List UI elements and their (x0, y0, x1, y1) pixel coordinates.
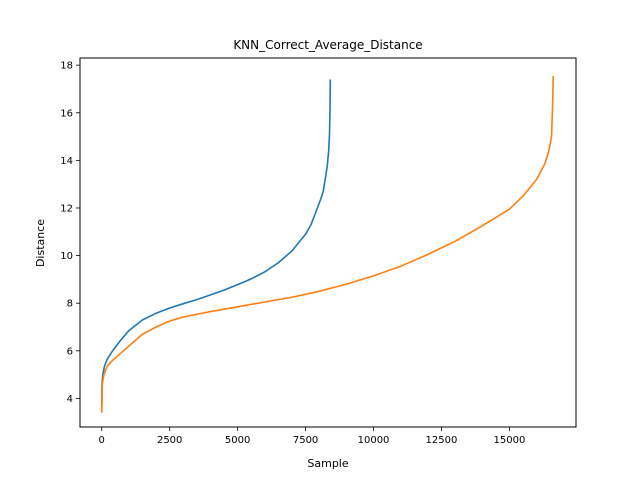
series-line-2 (100, 75, 554, 413)
x-axis: 0 2500 5000 7500 10000 12500 15000 (99, 427, 526, 446)
x-tick-label: 10000 (358, 435, 390, 446)
x-tick-label: 7500 (293, 435, 318, 446)
y-tick-label: 14 (60, 156, 73, 167)
y-axis: 4 6 8 10 12 14 16 18 (60, 61, 80, 405)
y-tick-label: 12 (60, 203, 73, 214)
y-tick-label: 8 (67, 299, 73, 310)
x-tick-label: 12500 (426, 435, 458, 446)
x-axis-label: Sample (307, 457, 348, 470)
series-line-1 (100, 79, 332, 408)
plot-frame (79, 57, 577, 428)
series-layer (100, 75, 554, 413)
x-tick-label: 2500 (157, 435, 182, 446)
x-tick-label: 15000 (494, 435, 526, 446)
y-tick-label: 10 (60, 251, 73, 262)
y-tick-label: 18 (60, 61, 73, 72)
x-tick-label: 5000 (225, 435, 250, 446)
chart-title: KNN_Correct_Average_Distance (233, 38, 422, 52)
y-tick-label: 6 (67, 346, 73, 357)
x-tick-label: 0 (99, 435, 105, 446)
y-tick-label: 4 (67, 394, 73, 405)
y-tick-label: 16 (60, 108, 73, 119)
y-axis-label: Distance (34, 219, 47, 267)
